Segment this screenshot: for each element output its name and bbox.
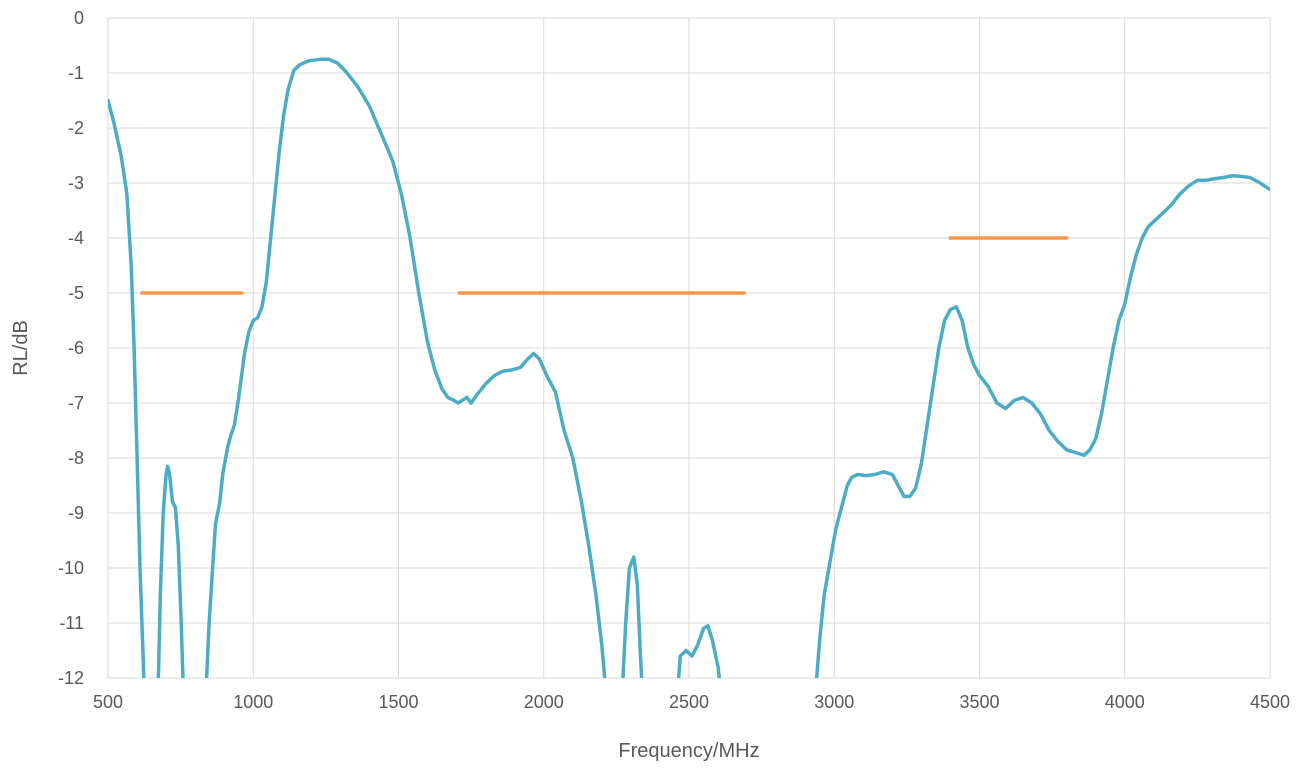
x-tick-label: 500 (93, 692, 123, 712)
x-axis-title: Frequency/MHz (618, 740, 759, 762)
y-tick-label: -6 (68, 338, 84, 358)
y-tick-label: -7 (68, 393, 84, 413)
y-tick-label: -3 (68, 173, 84, 193)
x-tick-label: 4000 (1105, 692, 1145, 712)
x-tick-label: 3500 (959, 692, 999, 712)
x-tick-label: 1000 (233, 692, 273, 712)
grid-lines (107, 17, 1271, 679)
series-layer (108, 57, 1270, 678)
y-tick-label: -8 (68, 448, 84, 468)
x-tick-label: 2500 (669, 692, 709, 712)
x-tick-label: 4500 (1250, 692, 1290, 712)
x-tick-label: 3000 (814, 692, 854, 712)
y-tick-label: -10 (58, 558, 84, 578)
y-tick-label: -12 (58, 668, 84, 688)
y-tick-label: -4 (68, 228, 84, 248)
y-tick-label: -1 (68, 63, 84, 83)
x-tick-label: 2000 (524, 692, 564, 712)
y-axis-title: RL/dB (10, 320, 32, 376)
y-tick-label: -2 (68, 118, 84, 138)
series-rl-curve (108, 57, 1270, 678)
y-tick-label: -5 (68, 283, 84, 303)
y-tick-label: 0 (74, 8, 84, 28)
x-tick-label: 1500 (378, 692, 418, 712)
x-tick-labels: 500 1000 1500 2000 2500 3000 3500 4000 4500 (93, 692, 1290, 712)
y-tick-label: -11 (59, 613, 84, 633)
y-tick-labels: 0 -1 -2 -3 -4 -5 -6 -7 -8 -9 -10 -11 -12 (58, 8, 84, 688)
y-tick-label: -9 (68, 503, 84, 523)
